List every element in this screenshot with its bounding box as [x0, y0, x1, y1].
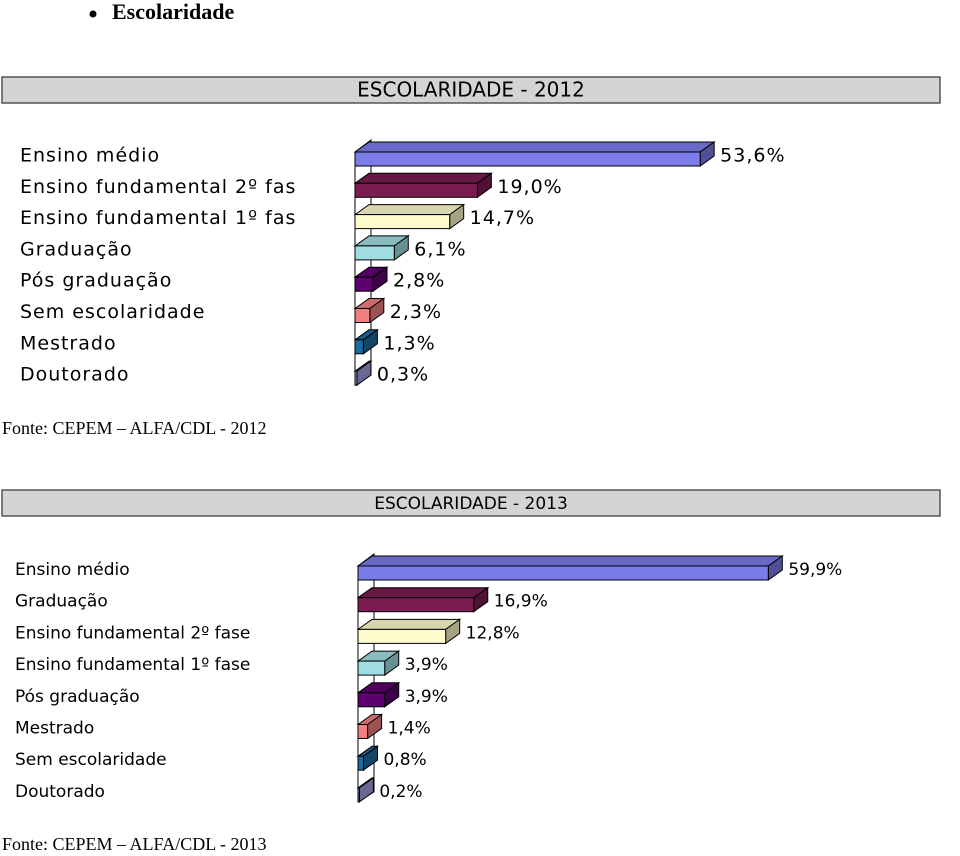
heading: Escolaridade	[112, 0, 234, 24]
category-label: Sem escolaridade	[15, 750, 167, 770]
category-label: Ensino fundamental 1º fas	[20, 207, 296, 229]
value-label: 2,8%	[393, 270, 445, 292]
title-box	[1, 489, 941, 517]
bar	[357, 692, 386, 708]
chart-title: ESCOLARIDADE - 2012	[357, 78, 585, 102]
bar-top	[353, 172, 493, 184]
bar	[357, 660, 386, 676]
bar-top	[356, 587, 490, 599]
category-label: Ensino fundamental 1º fase	[15, 655, 250, 675]
title-box	[1, 76, 941, 104]
category-label: Ensino fundamental 2º fas	[20, 176, 296, 198]
bullet	[89, 10, 97, 18]
value-label: 2,3%	[390, 301, 442, 323]
category-label: Mestrado	[20, 332, 117, 354]
value-label: 0,3%	[377, 364, 429, 386]
value-label: 59,9%	[788, 560, 842, 580]
value-label: 12,8%	[466, 623, 520, 643]
bar	[354, 214, 451, 230]
category-label: Doutorado	[15, 782, 105, 802]
category-label: Pós graduação	[15, 687, 140, 707]
value-label: 3,9%	[405, 687, 448, 707]
category-label: Ensino fundamental 2º fase	[15, 623, 250, 643]
category-label: Pós graduação	[20, 270, 172, 292]
bar-top	[356, 555, 784, 567]
value-label: 0,8%	[383, 750, 426, 770]
category-label: Mestrado	[15, 719, 94, 739]
value-label: 19,0%	[497, 176, 562, 198]
category-label: Doutorado	[20, 364, 130, 386]
bar	[354, 182, 478, 198]
bar	[357, 787, 360, 803]
category-label: Ensino médio	[20, 145, 160, 167]
category-label: Graduação	[15, 592, 108, 612]
bar	[357, 628, 447, 644]
bar	[354, 370, 358, 386]
chart-title: ESCOLARIDADE - 2013	[374, 494, 568, 514]
bar	[354, 339, 364, 355]
source-note: Fonte: CEPEM – ALFA/CDL - 2012	[2, 418, 267, 438]
value-label: 1,4%	[388, 719, 431, 739]
value-label: 14,7%	[470, 207, 535, 229]
bar	[357, 565, 769, 581]
value-label: 1,3%	[383, 332, 435, 354]
value-label: 3,9%	[405, 655, 448, 675]
category-label: Graduação	[20, 238, 133, 260]
bar	[354, 151, 701, 167]
bar	[357, 755, 364, 771]
bar-top	[356, 618, 462, 630]
value-label: 16,9%	[494, 592, 548, 612]
bar	[354, 308, 371, 323]
bar	[354, 276, 374, 292]
category-label: Sem escolaridade	[20, 301, 205, 323]
value-label: 6,1%	[414, 238, 466, 260]
category-label: Ensino médio	[15, 560, 130, 580]
source-note: Fonte: CEPEM – ALFA/CDL - 2013	[2, 834, 267, 854]
bar	[354, 245, 395, 261]
value-label: 0,2%	[379, 782, 422, 802]
value-label: 53,6%	[720, 145, 785, 167]
bar	[357, 724, 369, 739]
bar-top	[353, 141, 716, 153]
bar-top	[353, 204, 466, 216]
bar	[357, 597, 475, 613]
